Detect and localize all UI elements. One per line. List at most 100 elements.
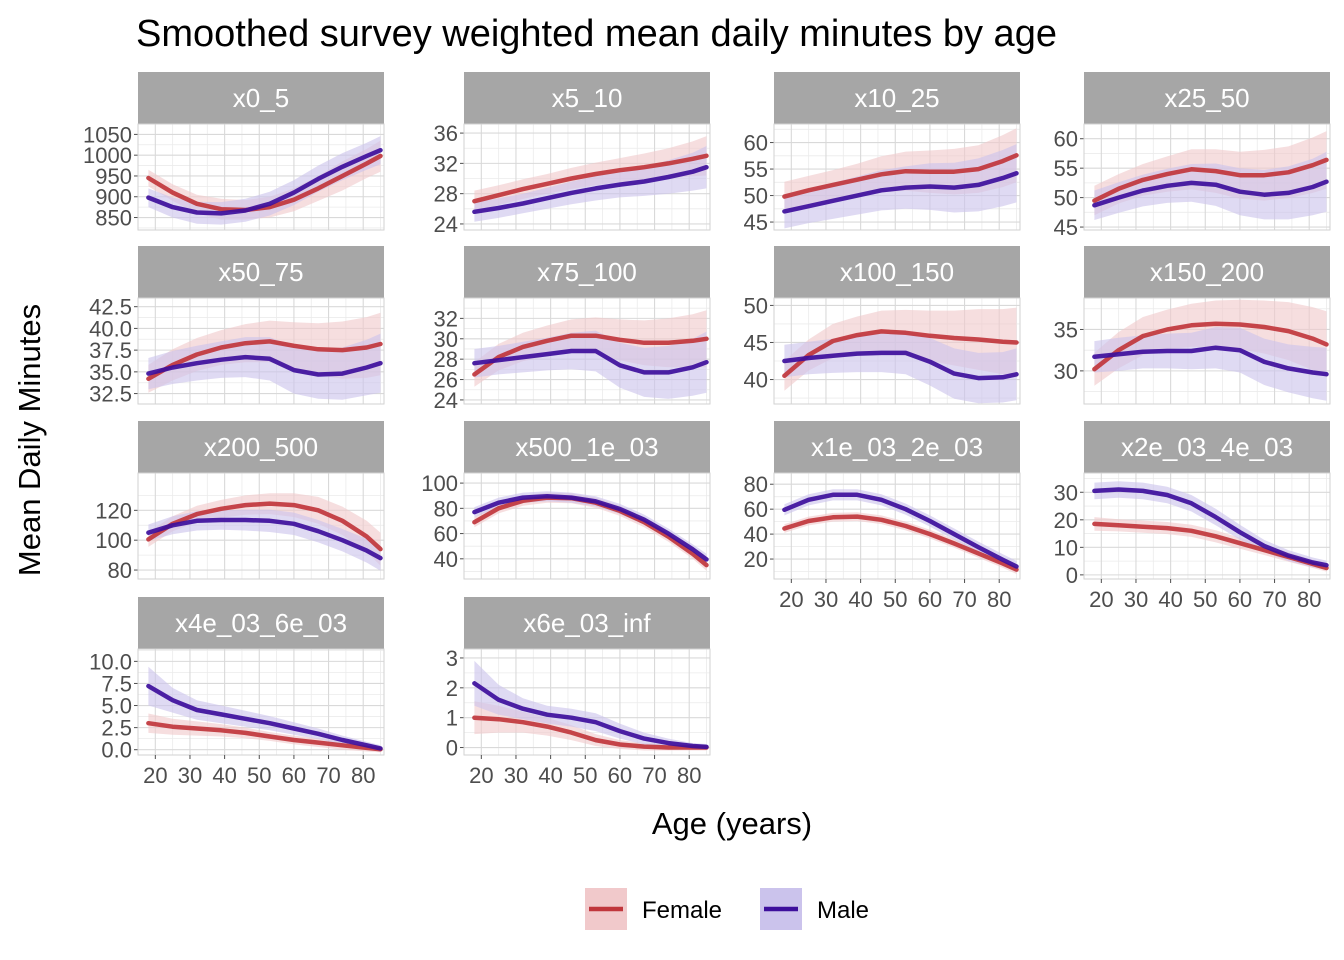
y-tick-label: 28	[434, 182, 458, 207]
facet-strip-label: x0_5	[233, 83, 289, 113]
y-tick-label: 0	[1066, 563, 1078, 588]
panel-data	[146, 493, 383, 571]
x-tick-label: 70	[316, 763, 340, 788]
panel-x4e-03-6e-03: x4e_03_6e_03 0.02.55.07.510.0 20 30 40 50 60 70…	[89, 597, 385, 788]
panel-x25-50: x25_50 45 50 55 60	[1054, 72, 1331, 240]
panel-data	[1092, 481, 1329, 572]
y-tick-label: 120	[95, 498, 132, 523]
y-tick-label: 0	[446, 736, 458, 761]
x-tick-label: 60	[918, 587, 942, 612]
x-tick-label: 30	[814, 587, 838, 612]
y-tick-label: 32.5	[89, 382, 132, 407]
male-series-line	[1092, 487, 1329, 568]
female-series-line	[782, 329, 1019, 379]
male-series-line	[146, 683, 383, 751]
legend-item-male: Male	[760, 888, 869, 930]
y-tick-label: 100	[95, 528, 132, 553]
facet-strip	[138, 72, 384, 124]
chart-title: Smoothed survey weighted mean daily minu…	[136, 13, 1057, 55]
y-tick-label: 40	[744, 522, 768, 547]
male-series-line	[472, 348, 709, 375]
y-tick-label: 32	[434, 306, 458, 331]
y-tick-label: 80	[434, 496, 458, 521]
y-tick-label: 80	[744, 472, 768, 497]
x-tick-label: 50	[573, 763, 597, 788]
panel-border	[137, 472, 385, 580]
facet-strip-label: x150_200	[1150, 257, 1264, 287]
male-series-line	[782, 350, 1019, 381]
male-series-line	[472, 681, 709, 750]
x-tick-label: 40	[212, 763, 236, 788]
facet-strip-label: x6e_03_inf	[523, 608, 651, 638]
facet-strip	[774, 246, 1020, 298]
panel-data	[146, 666, 383, 753]
male-series-line	[146, 517, 383, 561]
male-confidence-ribbon	[784, 331, 1017, 404]
y-tick-label: 30	[434, 327, 458, 352]
female-confidence-ribbon	[148, 140, 381, 220]
female-confidence-ribbon	[1094, 517, 1327, 572]
y-tick-label: 1050	[83, 122, 132, 147]
x-tick-label: 80	[351, 763, 375, 788]
female-series-line	[1092, 321, 1329, 372]
y-axis-title: Mean Daily Minutes	[12, 304, 47, 576]
facet-strip	[774, 421, 1020, 473]
panel-data	[1092, 299, 1329, 401]
panel-border	[137, 297, 385, 405]
y-tick-label: 55	[744, 157, 768, 182]
y-tick-label: 36	[434, 121, 458, 146]
legend-item-female: Female	[585, 888, 722, 930]
y-tick-label: 30	[1054, 359, 1078, 384]
facet-strip	[1084, 72, 1330, 124]
y-tick-label: 26	[434, 368, 458, 393]
panel-data	[472, 136, 709, 222]
facet-strip	[464, 72, 710, 124]
facet-strip	[138, 421, 384, 473]
panel-data	[472, 310, 709, 399]
female-series-line	[146, 339, 383, 382]
panel-x100-150: x100_150 40 45 50	[744, 246, 1021, 405]
panel-border	[137, 648, 385, 756]
legend: Female Male	[585, 888, 869, 930]
x-tick-label: 50	[883, 587, 907, 612]
x-tick-label: 20	[469, 763, 493, 788]
facet-strip	[774, 72, 1020, 124]
facet-strip-label: x5_10	[552, 83, 623, 113]
facet-strip	[138, 246, 384, 298]
panel-border	[137, 123, 385, 231]
facet-strip-label: x25_50	[1164, 83, 1249, 113]
panel-data	[782, 489, 1019, 574]
y-tick-label: 24	[434, 388, 458, 413]
female-series-line	[782, 514, 1019, 572]
y-tick-label: 45	[744, 210, 768, 235]
y-tick-label: 45	[744, 330, 768, 355]
facet-strip-label: x100_150	[840, 257, 954, 287]
x-tick-label: 60	[282, 763, 306, 788]
male-confidence-ribbon	[474, 660, 707, 750]
female-series-line	[1092, 157, 1329, 203]
male-confidence-ribbon	[148, 509, 381, 571]
facet-strip-label: x2e_03_4e_03	[1121, 432, 1293, 462]
y-tick-label: 20	[1054, 508, 1078, 533]
facet-strip-label: x75_100	[537, 257, 637, 287]
x-tick-label: 40	[1158, 587, 1182, 612]
x-tick-label: 80	[987, 587, 1011, 612]
x-tick-label: 20	[1089, 587, 1113, 612]
panel-border	[773, 297, 1021, 405]
panel-data	[472, 660, 709, 751]
facet-strip	[1084, 246, 1330, 298]
y-tick-label: 40.0	[89, 316, 132, 341]
y-tick-label: 2	[446, 676, 458, 701]
y-tick-label: 42.5	[89, 295, 132, 320]
panel-data	[146, 312, 383, 400]
y-tick-label: 35.0	[89, 360, 132, 385]
y-tick-label: 55	[1054, 156, 1078, 181]
panel-x150-200: x150_200 30 35	[1054, 246, 1331, 405]
y-tick-label: 10.0	[89, 649, 132, 674]
x-tick-label: 20	[779, 587, 803, 612]
facet-strip	[464, 246, 710, 298]
